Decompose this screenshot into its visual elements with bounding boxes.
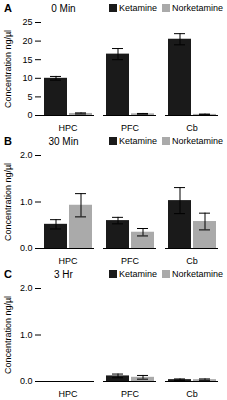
- svg-text:Concentration ng/µl: Concentration ng/µl: [3, 30, 13, 108]
- svg-text:0: 0: [27, 110, 32, 120]
- html-text:30 Min: 30 Min: [48, 135, 79, 147]
- html-text:Ketamine: Ketamine: [118, 3, 157, 13]
- svg-text:1.0: 1.0: [20, 330, 33, 340]
- html-text:Ketamine: Ketamine: [118, 136, 157, 146]
- svg-text:5: 5: [27, 92, 32, 102]
- html-text:3 Hr: 3 Hr: [54, 268, 73, 280]
- html-text:C: C: [4, 268, 12, 280]
- svg-text:20: 20: [22, 36, 32, 46]
- svg-text:Cb: Cb: [186, 123, 198, 133]
- svg-text:Concentration ng/µl: Concentration ng/µl: [3, 296, 13, 374]
- svg-text:25: 25: [22, 17, 32, 27]
- svg-text:PFC: PFC: [121, 389, 140, 399]
- html-text:0 Min: 0 Min: [51, 2, 76, 14]
- svg-text:PFC: PFC: [121, 256, 140, 266]
- svg-text:HPC: HPC: [58, 389, 78, 399]
- svg-text:Concentration ng/µl: Concentration ng/µl: [3, 163, 13, 241]
- svg-text:1.0: 1.0: [20, 197, 33, 207]
- svg-text:0.0: 0.0: [20, 243, 33, 253]
- svg-text:2.0: 2.0: [20, 283, 33, 293]
- html-text:Norketamine: Norketamine: [172, 269, 223, 279]
- svg-text:0.0: 0.0: [20, 376, 33, 386]
- svg-text:Cb: Cb: [186, 256, 198, 266]
- svg-text:2.0: 2.0: [20, 150, 33, 160]
- svg-text:PFC: PFC: [121, 123, 140, 133]
- html-text:Norketamine: Norketamine: [172, 3, 223, 13]
- html-text:Ketamine: Ketamine: [118, 269, 157, 279]
- svg-text:HPC: HPC: [58, 123, 78, 133]
- svg-text:Cb: Cb: [186, 389, 198, 399]
- html-text:A: A: [4, 2, 12, 14]
- svg-text:10: 10: [22, 73, 32, 83]
- html-text:B: B: [4, 135, 12, 147]
- html-text:Norketamine: Norketamine: [172, 136, 223, 146]
- svg-text:HPC: HPC: [58, 256, 78, 266]
- svg-text:15: 15: [22, 55, 32, 65]
